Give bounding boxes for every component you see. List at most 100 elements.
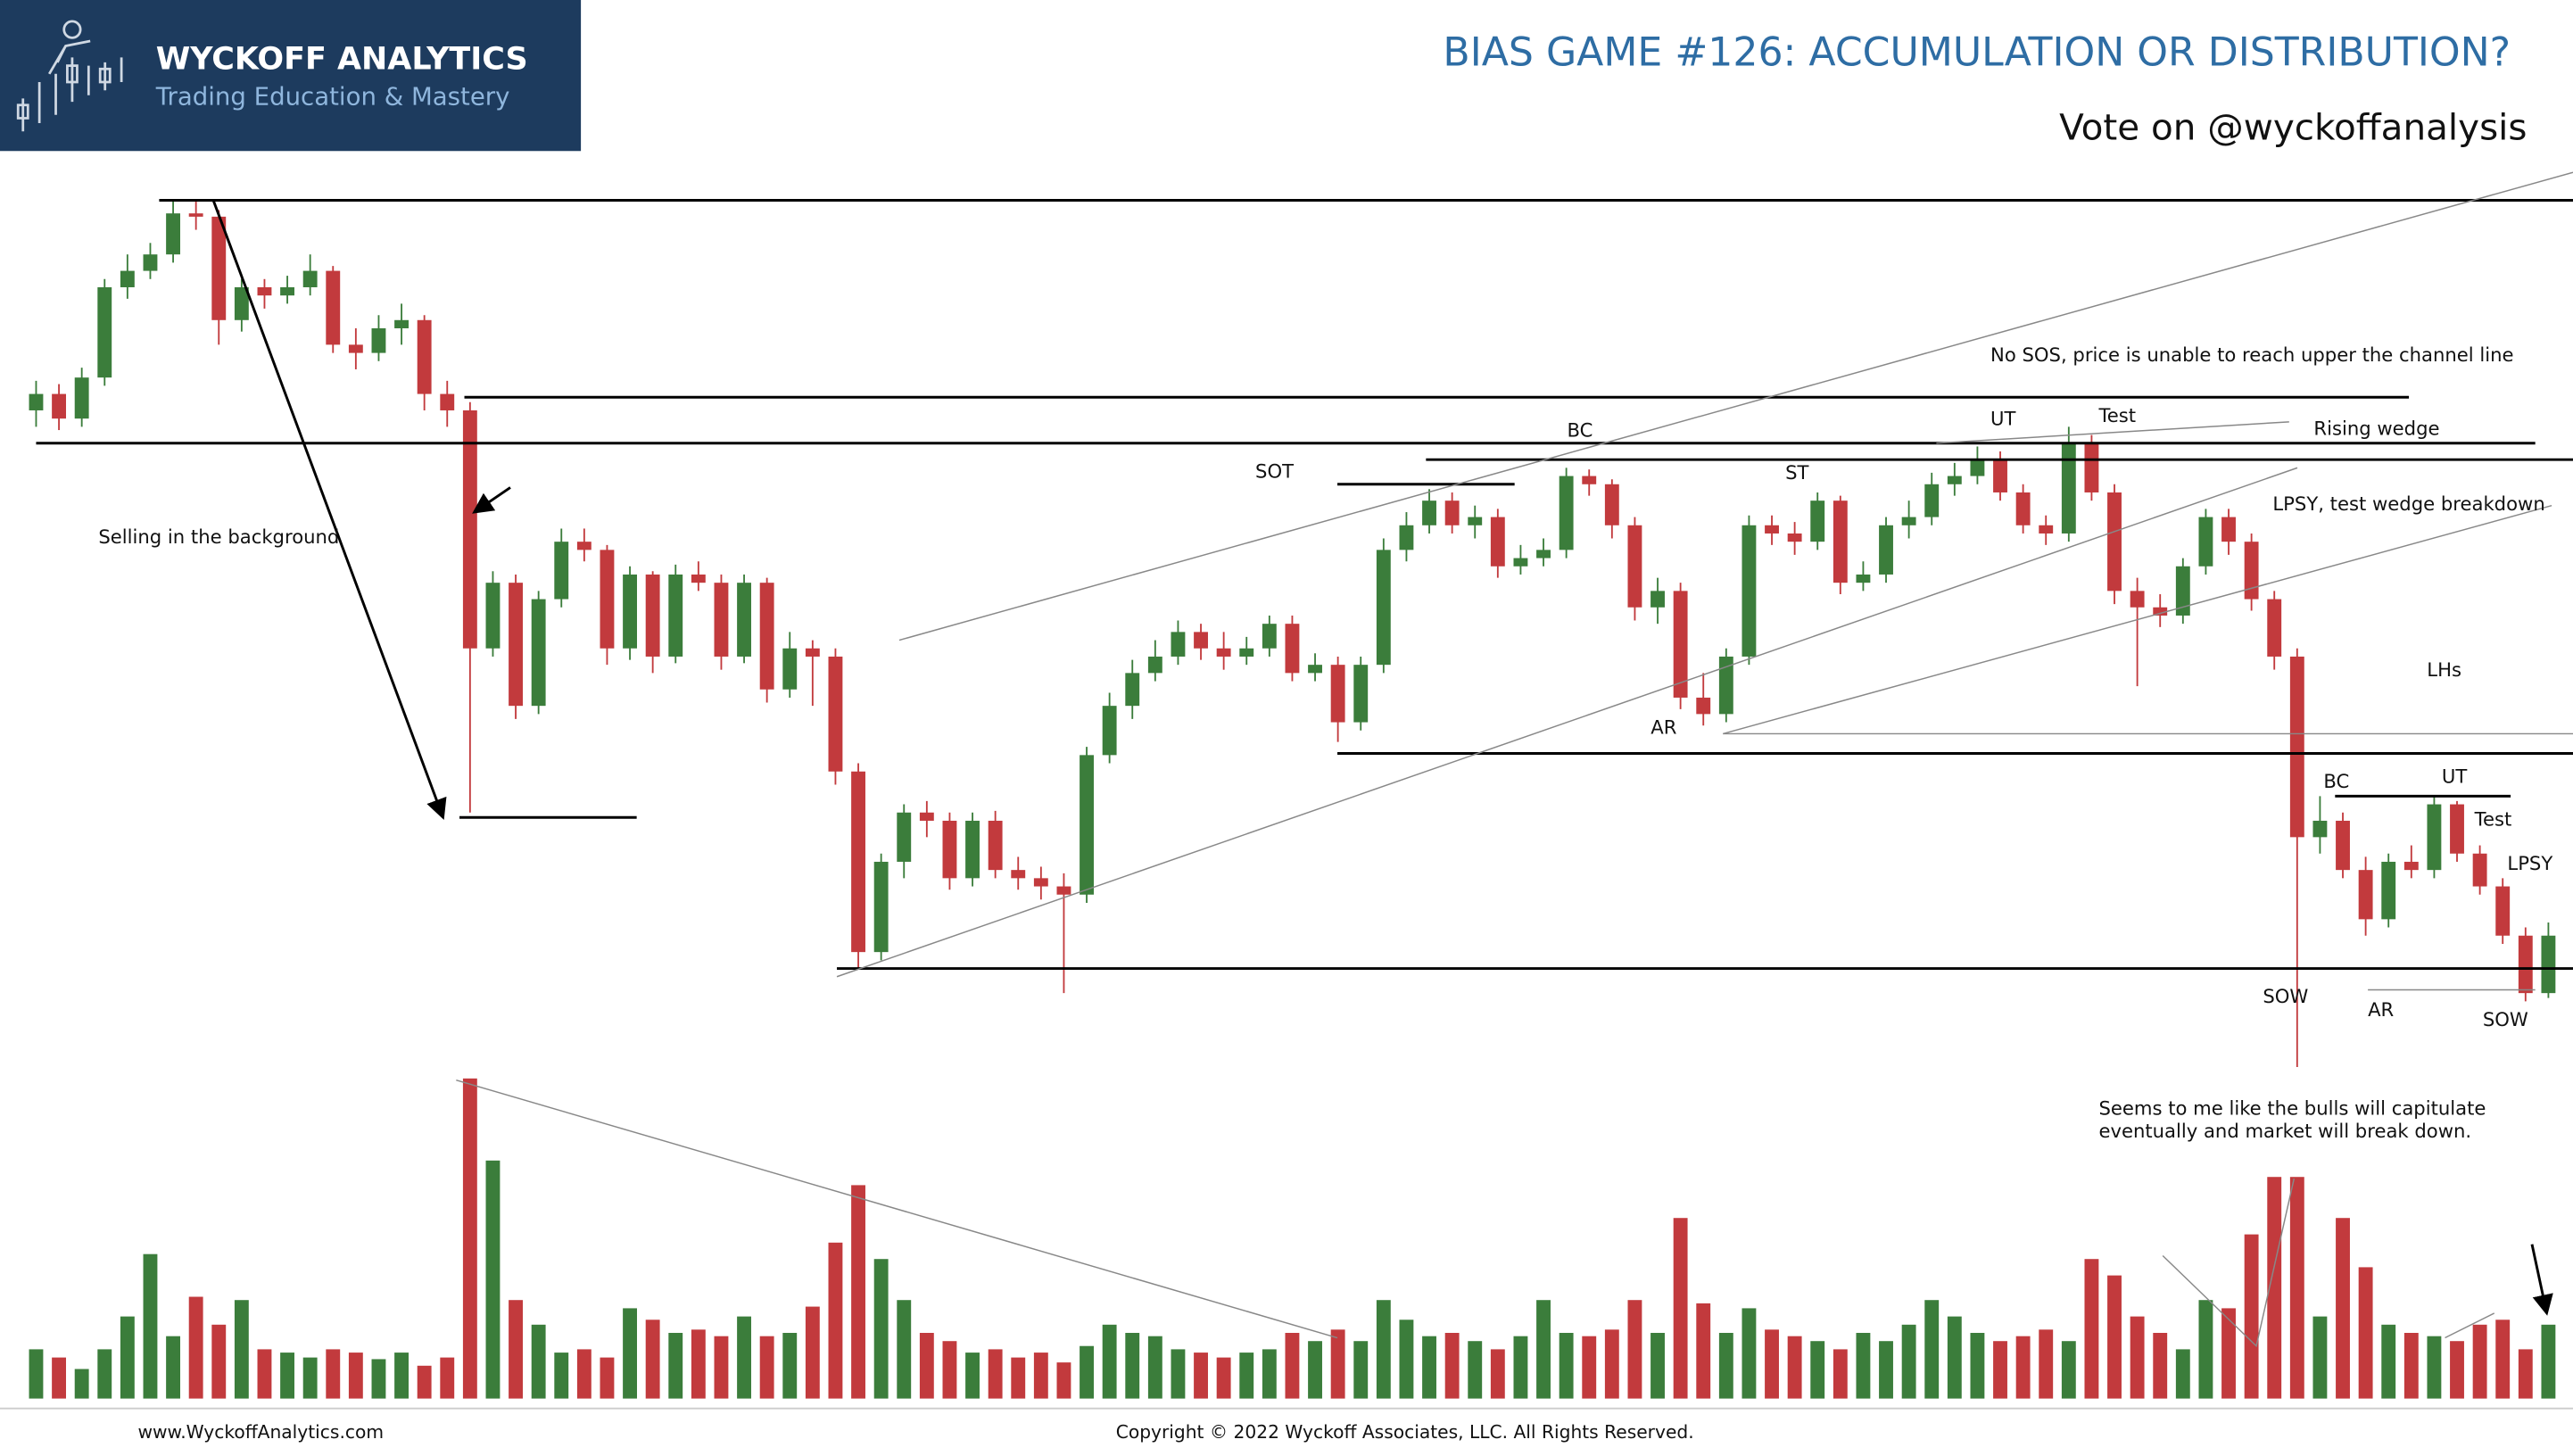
candle-body: [2153, 607, 2168, 616]
volume-bar: [2130, 1316, 2145, 1399]
trend-line: [2162, 1178, 2296, 1348]
volume-bar: [1011, 1357, 1026, 1399]
candle-body: [348, 344, 363, 353]
candle-body: [1742, 525, 1757, 657]
annotation: LHs: [2427, 658, 2461, 681]
candle-body: [873, 861, 889, 953]
candle-body: [1194, 632, 1208, 649]
volume-bar: [326, 1349, 341, 1399]
volume-bar: [965, 1353, 980, 1399]
volume-bar: [1308, 1341, 1322, 1399]
volume-bar: [166, 1336, 180, 1399]
volume-bar: [805, 1306, 820, 1399]
candle-body: [2541, 935, 2556, 994]
candle-body: [1376, 550, 1391, 666]
candle-body: [782, 648, 798, 690]
volume-bar: [1673, 1218, 1688, 1399]
candle-body: [1353, 665, 1369, 723]
candle-body: [2450, 804, 2464, 854]
annotation: LPSY, test wedge breakdown: [2272, 492, 2544, 515]
candle-body: [1239, 648, 1254, 657]
annotations: Selling in the background SOT BC ST UT T…: [98, 343, 2552, 1142]
volume-bar: [531, 1324, 546, 1399]
candle-body: [1651, 591, 1665, 608]
volume-bar: [2221, 1308, 2236, 1399]
volume-bar: [1353, 1341, 1369, 1399]
candle-body: [1125, 673, 1140, 707]
arrow: [211, 199, 447, 821]
volume-bar: [29, 1349, 44, 1399]
candle-body: [1696, 697, 1711, 715]
volume-bar: [1422, 1336, 1436, 1399]
candle-body: [302, 270, 318, 287]
volume-bar: [714, 1336, 729, 1399]
volume-bar: [2289, 1177, 2304, 1399]
candle-body: [645, 574, 660, 657]
candle-body: [988, 820, 1003, 871]
volume-bar: [2267, 1177, 2282, 1399]
volume-bar: [394, 1353, 409, 1399]
candle-body: [29, 393, 44, 410]
volume-bar: [1239, 1353, 1254, 1399]
annotation: Test: [2474, 807, 2512, 830]
volume-bar: [600, 1357, 615, 1399]
volume-bar: [873, 1259, 889, 1399]
volume-bar: [1856, 1333, 1871, 1399]
candle-body: [280, 286, 294, 296]
candle-body: [2289, 656, 2304, 838]
annotation: AR: [2368, 998, 2394, 1021]
volume-bar: [234, 1300, 249, 1399]
volume-bar: [1125, 1333, 1140, 1399]
volume-bar: [1718, 1333, 1733, 1399]
candle-body: [2358, 870, 2373, 920]
candle-body: [1444, 500, 1460, 525]
candle-body: [1582, 476, 1597, 484]
candle-body: [326, 270, 341, 345]
footer-website: www.WyckoffAnalytics.com: [138, 1421, 385, 1443]
candle-body: [462, 410, 477, 649]
volume-bar: [1879, 1341, 1893, 1399]
candle-body: [2130, 591, 2145, 608]
trend-line: [2445, 1312, 2495, 1339]
volume-bar: [348, 1353, 363, 1399]
candle-body: [1422, 500, 1436, 525]
volume-bar: [782, 1333, 798, 1399]
candle-body: [714, 583, 729, 657]
volume-bar: [2198, 1300, 2213, 1399]
candle-body: [1490, 517, 1505, 567]
annotation: UT: [1990, 408, 2015, 430]
volume-bar: [1924, 1300, 1940, 1399]
volume-bar: [2084, 1259, 2099, 1399]
volume-bar: [1742, 1308, 1757, 1399]
candle-body: [2336, 820, 2350, 871]
volume-bar: [257, 1349, 272, 1399]
volume-bar: [280, 1353, 294, 1399]
candle-body: [143, 254, 158, 271]
volume-bar: [1947, 1316, 1962, 1399]
volume-bar: [919, 1333, 934, 1399]
annotation: SOW: [2483, 1008, 2528, 1030]
volume-bar: [1376, 1300, 1391, 1399]
annotation: ST: [1785, 461, 1808, 484]
candle-body: [1308, 665, 1322, 674]
volume-bar: [1993, 1341, 2007, 1399]
candle-body: [2015, 492, 2031, 525]
arrow: [2530, 1244, 2553, 1316]
arrow: [472, 486, 511, 514]
volume-bar: [1604, 1329, 1619, 1399]
annotation: BC: [1568, 418, 1593, 441]
annotation: eventually and market will break down.: [2098, 1120, 2471, 1142]
volume-bar: [2472, 1324, 2487, 1399]
volume-bar: [417, 1365, 432, 1399]
candle-body: [919, 812, 934, 821]
volume-bar: [2336, 1218, 2350, 1399]
candle-body: [234, 286, 249, 320]
volume-bar: [554, 1353, 569, 1399]
candle-body: [1879, 525, 1893, 575]
volume-bar: [2427, 1336, 2442, 1399]
candle-body: [2267, 599, 2282, 657]
candle-body: [211, 216, 227, 320]
candle-body: [509, 583, 523, 707]
volume-bar: [1102, 1324, 1117, 1399]
